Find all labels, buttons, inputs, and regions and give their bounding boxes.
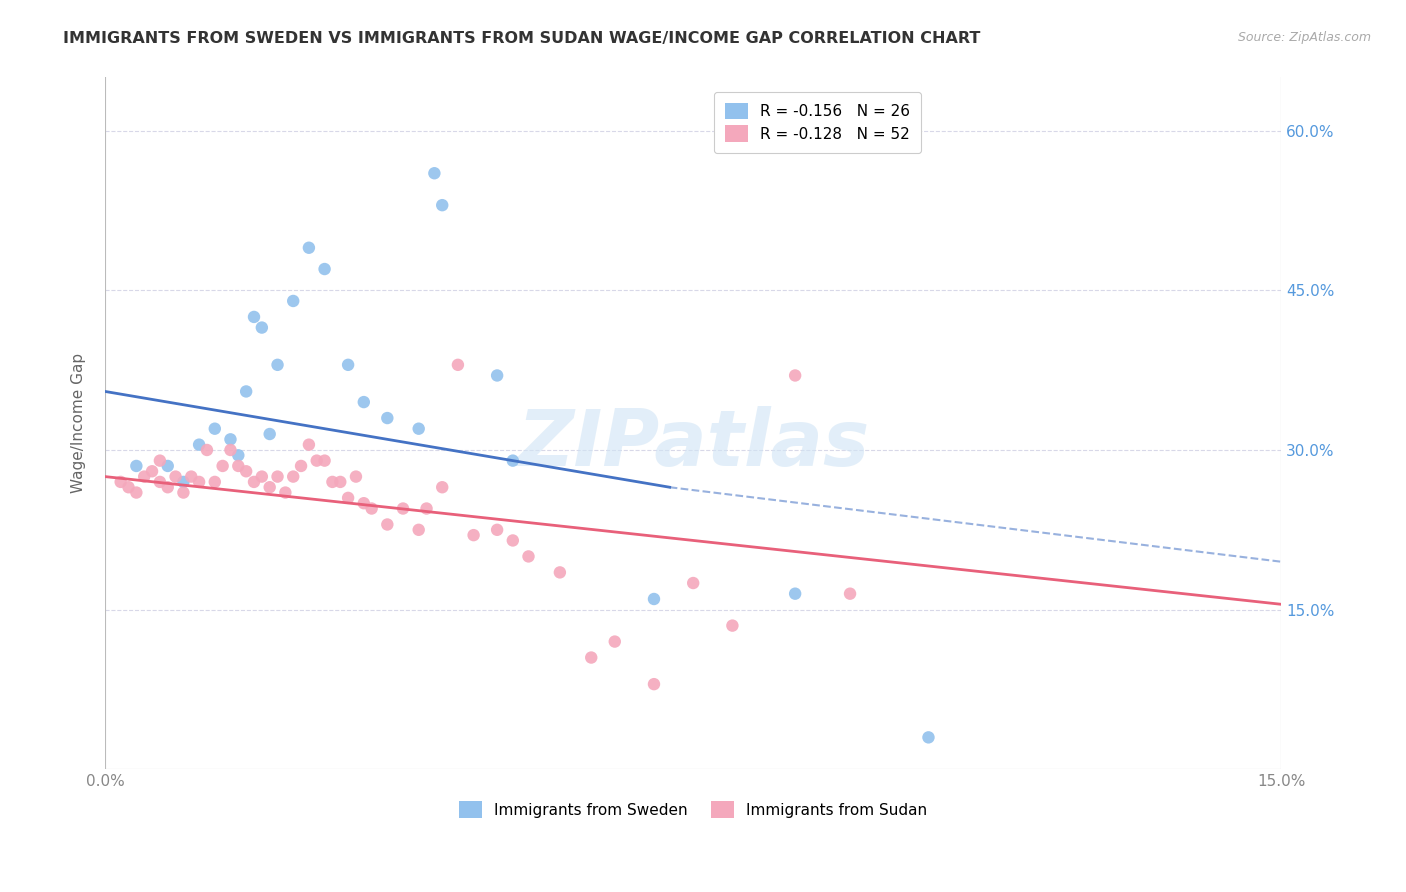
Point [117, 480, 139, 494]
Point [375, 411, 398, 425]
Point [517, 549, 540, 564]
Point [432, 198, 454, 212]
Point [110, 475, 132, 489]
Point [195, 442, 218, 457]
Point [447, 358, 470, 372]
Point [235, 384, 257, 399]
Point [149, 475, 172, 489]
Point [134, 469, 156, 483]
Point [259, 480, 281, 494]
Point [344, 469, 367, 483]
Text: ZIPatlas: ZIPatlas [517, 406, 869, 483]
Point [721, 618, 744, 632]
Point [165, 469, 187, 483]
Point [172, 475, 194, 489]
Point [204, 475, 226, 489]
Point [392, 501, 415, 516]
Point [917, 731, 939, 745]
Point [643, 677, 665, 691]
Point [149, 453, 172, 467]
Point [408, 523, 430, 537]
Point [172, 485, 194, 500]
Point [423, 166, 446, 180]
Point [125, 458, 148, 473]
Point [314, 262, 336, 277]
Point [329, 475, 352, 489]
Point [408, 422, 430, 436]
Point [298, 437, 321, 451]
Point [266, 469, 288, 483]
Point [839, 587, 862, 601]
Point [298, 241, 321, 255]
Point [188, 437, 211, 451]
Point [305, 453, 328, 467]
Point [266, 358, 288, 372]
Point [581, 650, 603, 665]
Point [314, 453, 336, 467]
Point [226, 448, 249, 462]
Point [250, 469, 273, 483]
Point [603, 634, 626, 648]
Point [250, 320, 273, 334]
Text: IMMIGRANTS FROM SWEDEN VS IMMIGRANTS FROM SUDAN WAGE/INCOME GAP CORRELATION CHAR: IMMIGRANTS FROM SWEDEN VS IMMIGRANTS FRO… [63, 31, 980, 46]
Point [502, 533, 524, 548]
Point [226, 458, 249, 473]
Point [219, 433, 242, 447]
Legend: Immigrants from Sweden, Immigrants from Sudan: Immigrants from Sweden, Immigrants from … [453, 795, 934, 824]
Point [353, 395, 375, 409]
Point [502, 453, 524, 467]
Point [643, 592, 665, 607]
Point [415, 501, 437, 516]
Point [235, 464, 257, 478]
Point [180, 469, 202, 483]
Point [785, 587, 807, 601]
Point [375, 517, 398, 532]
Point [243, 475, 266, 489]
Point [290, 458, 312, 473]
Point [156, 458, 179, 473]
Point [682, 576, 704, 591]
Point [337, 491, 360, 505]
Y-axis label: Wage/Income Gap: Wage/Income Gap [72, 353, 86, 493]
Point [321, 475, 343, 489]
Point [156, 480, 179, 494]
Point [188, 475, 211, 489]
Point [211, 458, 233, 473]
Point [785, 368, 807, 383]
Point [463, 528, 485, 542]
Point [243, 310, 266, 324]
Point [219, 442, 242, 457]
Point [125, 485, 148, 500]
Point [259, 427, 281, 442]
Point [283, 469, 305, 483]
Text: Source: ZipAtlas.com: Source: ZipAtlas.com [1237, 31, 1371, 45]
Point [486, 368, 509, 383]
Point [204, 422, 226, 436]
Point [548, 566, 571, 580]
Point [337, 358, 360, 372]
Point [360, 501, 382, 516]
Point [141, 464, 163, 478]
Point [432, 480, 454, 494]
Point [283, 293, 305, 308]
Point [486, 523, 509, 537]
Point [353, 496, 375, 510]
Point [274, 485, 297, 500]
